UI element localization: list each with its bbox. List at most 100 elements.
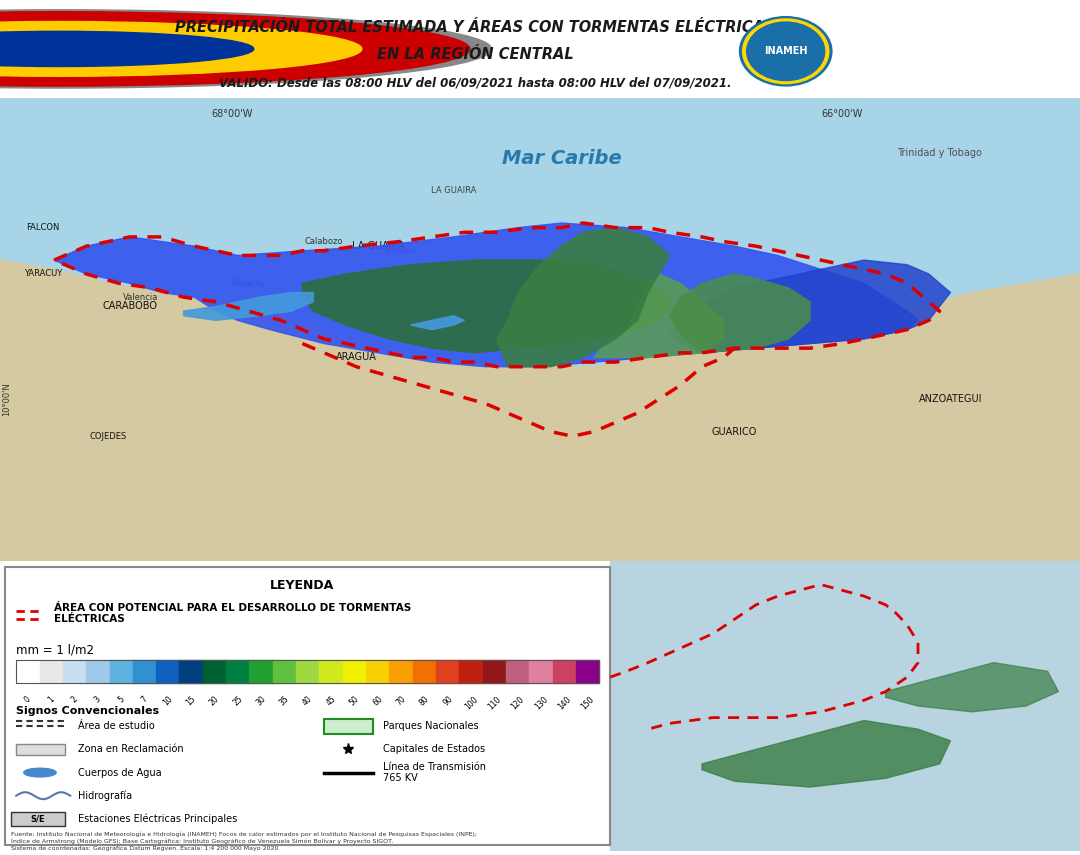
Text: 25: 25 [231, 694, 244, 708]
Bar [320, 660, 342, 683]
Text: Calabozo: Calabozo [305, 237, 343, 246]
Polygon shape [0, 260, 1080, 562]
Text: DISTRITO
CAPITAL: DISTRITO CAPITAL [539, 273, 584, 294]
Polygon shape [594, 274, 724, 357]
Text: Valencia: Valencia [123, 292, 158, 302]
Bar [529, 660, 553, 683]
Bar [390, 660, 413, 683]
Text: Maracay: Maracay [230, 279, 267, 288]
Text: 20: 20 [208, 694, 221, 708]
Text: 140: 140 [556, 694, 572, 711]
Polygon shape [54, 223, 918, 367]
Text: 40: 40 [301, 694, 314, 708]
Bar [40, 660, 63, 683]
Text: LEYENDA: LEYENDA [270, 579, 335, 592]
Polygon shape [702, 721, 950, 787]
Text: YARACUY: YARACUY [24, 269, 63, 279]
FancyBboxPatch shape [5, 567, 610, 845]
Text: MIRANDA: MIRANDA [766, 297, 811, 307]
Bar [16, 660, 40, 683]
Bar [324, 719, 373, 734]
Text: 1: 1 [46, 694, 56, 705]
Circle shape [0, 12, 470, 86]
Text: 0: 0 [23, 694, 32, 705]
Bar [366, 660, 390, 683]
Polygon shape [0, 283, 1080, 562]
Text: Área de estudio: Área de estudio [78, 722, 154, 731]
Text: FALCON: FALCON [27, 223, 59, 233]
Text: 3: 3 [93, 694, 103, 705]
Text: 100: 100 [463, 694, 480, 711]
Text: 2: 2 [69, 694, 80, 705]
Bar [273, 660, 296, 683]
Text: CARABOBO: CARABOBO [103, 302, 157, 311]
Text: 66°00'W: 66°00'W [822, 109, 863, 120]
Text: GUARICO: GUARICO [712, 427, 757, 437]
Bar [249, 660, 273, 683]
Text: LA GUAIRA: LA GUAIRA [352, 241, 404, 251]
Text: Zona en Reclamación: Zona en Reclamación [78, 745, 184, 754]
Text: Trinidad y Tobago: Trinidad y Tobago [897, 149, 982, 158]
Bar [483, 660, 507, 683]
Text: VALIDO: Desde las 08:00 HLV del 06/09/2021 hasta 08:00 HLV del 07/09/2021.: VALIDO: Desde las 08:00 HLV del 06/09/20… [219, 76, 731, 89]
Text: 70: 70 [394, 694, 408, 708]
Circle shape [0, 32, 254, 67]
Circle shape [740, 17, 832, 86]
Bar [507, 660, 529, 683]
Bar [413, 660, 436, 683]
Text: 10: 10 [161, 694, 174, 708]
Bar [16, 744, 65, 755]
Bar [203, 660, 226, 683]
Circle shape [0, 9, 491, 88]
Text: Ocumare: Ocumare [383, 248, 416, 254]
Text: Parques Nacionales: Parques Nacionales [383, 722, 480, 731]
Bar [86, 660, 109, 683]
Text: 7: 7 [139, 694, 149, 705]
Circle shape [743, 19, 828, 84]
Bar [553, 660, 576, 683]
Text: 110: 110 [486, 694, 502, 711]
Text: Los Teques: Los Teques [485, 292, 530, 302]
Text: mm = 1 l/m2: mm = 1 l/m2 [16, 643, 94, 656]
Text: Cuerpos de Agua: Cuerpos de Agua [78, 768, 161, 777]
Text: INAMEH: INAMEH [764, 46, 808, 56]
Polygon shape [410, 315, 464, 330]
Text: 35: 35 [278, 694, 292, 708]
Polygon shape [497, 227, 670, 367]
Text: EN LA REGIÓN CENTRAL: EN LA REGIÓN CENTRAL [377, 47, 573, 62]
Text: 90: 90 [441, 694, 455, 708]
Text: ANZOATEGUI: ANZOATEGUI [919, 394, 982, 404]
Bar [226, 660, 249, 683]
Text: Estaciones Eléctricas Principales: Estaciones Eléctricas Principales [78, 814, 237, 824]
Bar [459, 660, 483, 683]
Text: 10°00'N: 10°00'N [2, 382, 11, 416]
Text: ÁREA CON POTENCIAL PARA EL DESARROLLO DE TORMENTAS
ELÉCTRICAS: ÁREA CON POTENCIAL PARA EL DESARROLLO DE… [54, 603, 411, 624]
Text: 15: 15 [185, 694, 198, 708]
Bar [342, 660, 366, 683]
Text: 50: 50 [348, 694, 361, 708]
Bar [63, 660, 86, 683]
Text: PRECIPITACIÓN TOTAL ESTIMADA Y ÁREAS CON TORMENTAS ELÉCTRICAS: PRECIPITACIÓN TOTAL ESTIMADA Y ÁREAS CON… [175, 20, 775, 34]
Text: 45: 45 [324, 694, 338, 708]
Bar [610, 562, 1080, 851]
Polygon shape [670, 274, 810, 353]
Text: 60: 60 [372, 694, 384, 708]
Polygon shape [302, 260, 670, 353]
Bar [133, 660, 157, 683]
Circle shape [0, 21, 362, 76]
Circle shape [746, 22, 825, 80]
Text: 120: 120 [510, 694, 526, 711]
Text: S/E: S/E [30, 814, 45, 823]
Text: Mar Caribe: Mar Caribe [502, 149, 621, 168]
Bar [16, 660, 599, 683]
Text: Fuente: Instituto Nacional de Meteorología e Hidrología (INAMEH) Focos de calor : Fuente: Instituto Nacional de Meteorolog… [11, 832, 476, 851]
Text: Cúa: Cúa [618, 307, 635, 315]
Bar [296, 660, 320, 683]
Text: 68°00'W: 68°00'W [212, 109, 253, 120]
Text: COJEDES: COJEDES [90, 432, 126, 441]
Text: Línea de Transmisión
765 KV: Línea de Transmisión 765 KV [383, 762, 486, 783]
Bar [179, 660, 203, 683]
Text: Signos Convencionales: Signos Convencionales [16, 706, 160, 716]
Text: 5: 5 [117, 694, 126, 705]
Text: ARAGUA: ARAGUA [336, 352, 377, 363]
